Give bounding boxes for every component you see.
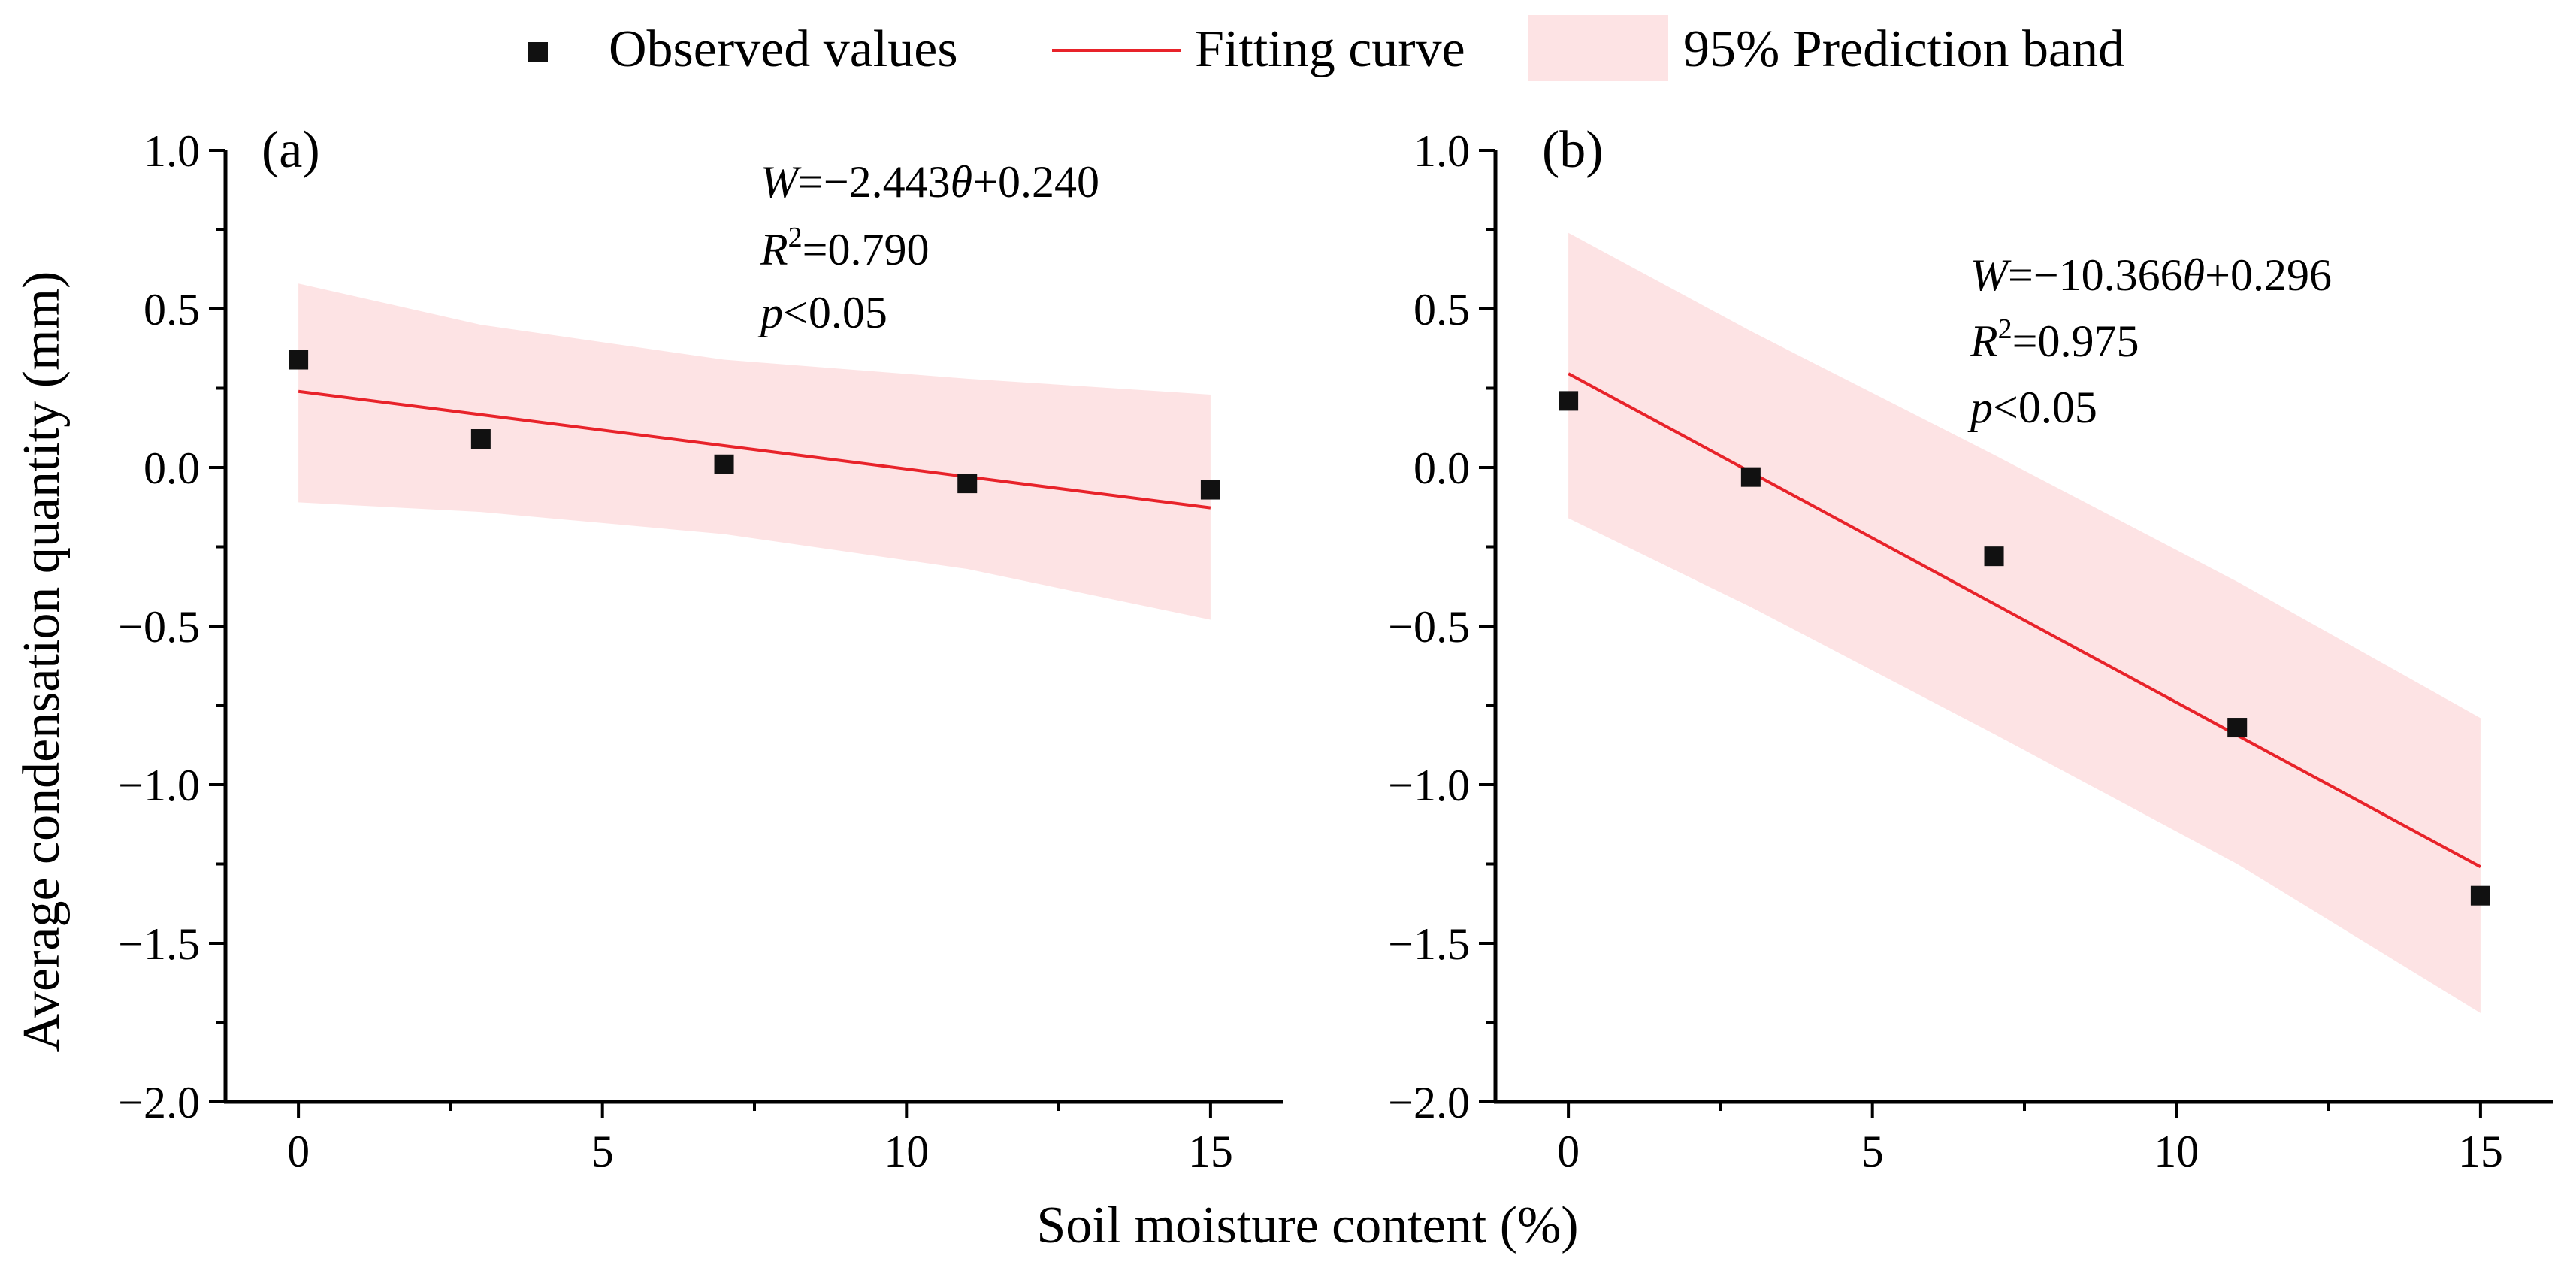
y-tick-label-b-6: −2.0 bbox=[1388, 1078, 1470, 1127]
legend: Observed values Fitting curve 95% Predic… bbox=[528, 15, 2124, 81]
points-a bbox=[289, 350, 1220, 500]
observed-point-b-1 bbox=[1559, 391, 1579, 411]
x-tick-label-b-15: 15 bbox=[2458, 1127, 2503, 1176]
equation-a: W=−2.443θ+0.240 bbox=[760, 157, 1099, 207]
y-tick-label-a-3: −0.5 bbox=[118, 602, 200, 652]
p-value-a: p<0.05 bbox=[757, 288, 887, 337]
y-tick-label-b-1: 0.5 bbox=[1413, 285, 1470, 334]
fit-line-b bbox=[1568, 372, 2481, 869]
y-tick-label-a-0: 1.0 bbox=[144, 126, 200, 176]
annotation-b: W=−10.366θ+0.296 R2=0.975 p<0.05 bbox=[1967, 250, 2332, 432]
x-tick-label-a-5: 5 bbox=[591, 1127, 614, 1176]
r-squared-a: R2=0.790 bbox=[760, 222, 930, 274]
panel-a: 0 5 10 15 1.0 0.5 0.0 −0.5 −1.0 −1.5 −2.0 (a) W=−… bbox=[118, 121, 1283, 1176]
panel-b: 0 5 10 15 1.0 0.5 0.0 −0.5 −1.0 −1.5 −2.0 (b) W=−… bbox=[1388, 121, 2553, 1176]
panel-label-b: (b) bbox=[1542, 121, 1604, 179]
y-tick-label-b-0: 1.0 bbox=[1413, 126, 1470, 176]
y-tick-label-b-4: −1.0 bbox=[1388, 761, 1470, 810]
x-ticks-b: 0 5 10 15 bbox=[1557, 1102, 2503, 1176]
observed-point-a-4 bbox=[957, 474, 978, 494]
annotation-a: W=−2.443θ+0.240 R2=0.790 p<0.05 bbox=[757, 157, 1099, 337]
y-tick-label-a-1: 0.5 bbox=[144, 285, 200, 334]
x-tick-label-b-0: 0 bbox=[1557, 1127, 1580, 1176]
y-tick-label-a-4: −1.0 bbox=[118, 761, 200, 810]
y-tick-label-b-5: −1.5 bbox=[1388, 919, 1470, 969]
x-axis-label: Soil moisture content (%) bbox=[1036, 1197, 1578, 1254]
panel-label-a: (a) bbox=[262, 121, 320, 179]
observed-point-b-3 bbox=[1984, 546, 2004, 567]
prediction-band-a bbox=[298, 283, 1211, 620]
observed-point-b-4 bbox=[2227, 718, 2248, 738]
points-b bbox=[1559, 391, 2490, 906]
y-axis-label: Average condensation quantity (mm) bbox=[13, 271, 71, 1052]
p-value-b: p<0.05 bbox=[1967, 383, 2097, 432]
x-tick-label-a-10: 10 bbox=[884, 1127, 929, 1176]
y-tick-label-a-6: −2.0 bbox=[118, 1078, 200, 1127]
x-tick-label-a-15: 15 bbox=[1188, 1127, 1233, 1176]
observed-point-b-2 bbox=[1740, 467, 1761, 487]
y-ticks-a: 1.0 0.5 0.0 −0.5 −1.0 −1.5 −2.0 bbox=[118, 126, 225, 1127]
legend-swatch-band bbox=[1528, 15, 1668, 81]
x-ticks-a: 0 5 10 15 bbox=[287, 1102, 1233, 1176]
r-squared-b: R2=0.975 bbox=[1970, 313, 2139, 366]
x-tick-label-b-10: 10 bbox=[2154, 1127, 2199, 1176]
x-tick-label-a-0: 0 bbox=[287, 1127, 310, 1176]
x-tick-label-b-5: 5 bbox=[1861, 1127, 1884, 1176]
y-tick-label-a-2: 0.0 bbox=[144, 443, 200, 493]
legend-label-observed: Observed values bbox=[609, 20, 958, 78]
observed-point-a-5 bbox=[1200, 480, 1220, 500]
observed-point-b-5 bbox=[2470, 885, 2490, 906]
legend-marker-observed bbox=[528, 42, 548, 62]
equation-b: W=−10.366θ+0.296 bbox=[1970, 250, 2332, 300]
y-tick-label-a-5: −1.5 bbox=[118, 919, 200, 969]
observed-point-a-1 bbox=[289, 350, 309, 370]
observed-point-a-2 bbox=[470, 429, 491, 449]
legend-label-fit: Fitting curve bbox=[1195, 20, 1465, 78]
y-ticks-b: 1.0 0.5 0.0 −0.5 −1.0 −1.5 −2.0 bbox=[1388, 126, 1495, 1127]
fit-line-a bbox=[298, 389, 1211, 510]
legend-label-band: 95% Prediction band bbox=[1683, 20, 2124, 78]
prediction-band-b bbox=[1568, 232, 2481, 1013]
y-tick-label-b-3: −0.5 bbox=[1388, 602, 1470, 652]
y-tick-label-b-2: 0.0 bbox=[1413, 443, 1470, 493]
observed-point-a-3 bbox=[714, 454, 734, 474]
